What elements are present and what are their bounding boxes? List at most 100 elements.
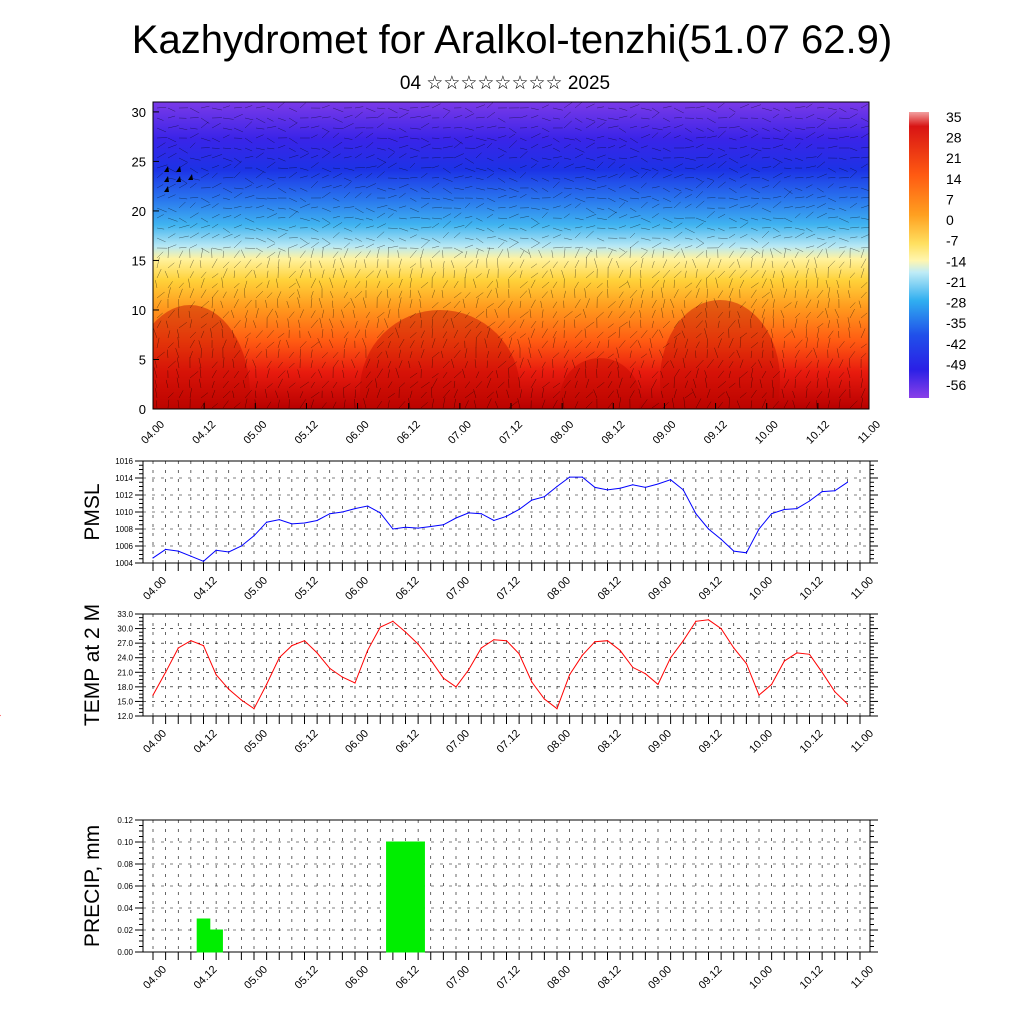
wind-barb — [783, 116, 793, 119]
wind-barb — [860, 312, 868, 319]
series-point — [581, 476, 583, 478]
wind-barb — [165, 379, 169, 389]
wind-barb — [255, 282, 263, 289]
wind-barb — [398, 401, 406, 409]
wind-barb — [750, 147, 762, 152]
wind-barb — [277, 127, 286, 132]
wind-barb — [616, 260, 620, 269]
wind-barb — [167, 330, 171, 339]
wind-barb — [706, 177, 714, 181]
wind-barb — [154, 379, 158, 389]
wind-barb — [528, 288, 532, 299]
wind-barb — [419, 299, 422, 309]
wind-barb — [464, 260, 473, 269]
wind-barb — [156, 184, 164, 189]
wind-barb — [255, 381, 258, 389]
wind-barb — [310, 181, 319, 189]
wind-barb — [189, 271, 194, 279]
wind-barb — [550, 269, 554, 279]
wind-barb — [508, 213, 519, 219]
wind-barb — [277, 259, 280, 269]
wind-barb — [244, 299, 252, 309]
wind-barb — [395, 367, 400, 379]
wind-barb — [507, 248, 510, 259]
wind-barb — [376, 112, 385, 119]
x-tick-label: 07.00 — [444, 964, 472, 992]
wind-barb — [662, 247, 674, 251]
wind-barb — [354, 223, 361, 229]
wind-barb — [629, 298, 633, 309]
wind-barb — [188, 278, 191, 289]
wind-barb — [365, 107, 376, 113]
wind-barb — [310, 319, 319, 329]
wind-barb — [277, 247, 286, 252]
series-point — [505, 640, 508, 642]
x-tick-label: 07.12 — [495, 728, 523, 756]
series-point — [404, 631, 407, 633]
series-point — [379, 626, 381, 628]
x-tick-label: 07.12 — [495, 575, 523, 603]
wind-barb — [431, 289, 436, 299]
wind-barb — [585, 207, 595, 214]
wind-barb — [486, 289, 492, 299]
wind-barb — [464, 244, 474, 249]
wind-barb — [651, 371, 659, 379]
wind-barb — [288, 292, 295, 299]
wind-barb — [728, 361, 734, 369]
wind-barb — [244, 280, 248, 289]
wind-barb — [453, 329, 459, 339]
wind-barb — [849, 226, 860, 229]
wind-barb — [736, 349, 741, 359]
wind-barb — [343, 301, 350, 309]
wind-barb — [464, 237, 474, 241]
wind-barb — [717, 214, 726, 219]
x-tick-label: 07.00 — [446, 419, 474, 447]
wind-barb — [211, 214, 220, 219]
wind-barb — [813, 347, 818, 359]
wind-barb — [255, 197, 267, 200]
wind-barb — [805, 193, 814, 199]
wind-barb — [156, 194, 166, 199]
wind-barb — [266, 182, 276, 189]
series-point — [392, 528, 394, 530]
wind-barb — [244, 121, 253, 129]
wind-barb — [849, 216, 861, 219]
wind-barb — [552, 205, 561, 209]
wind-barb — [750, 298, 758, 309]
wind-barb — [739, 173, 749, 179]
wind-barb — [530, 388, 533, 399]
wind-barb — [618, 202, 626, 209]
colorbar-label: -49 — [946, 356, 966, 372]
wind-barb — [233, 371, 240, 379]
wind-barb — [761, 399, 767, 409]
wind-barb — [321, 361, 326, 369]
wind-barb — [673, 389, 677, 399]
wind-barb — [409, 176, 418, 179]
wind-barb — [299, 197, 307, 203]
wind-barb — [354, 269, 361, 279]
wind-barb — [431, 358, 433, 369]
wind-barb — [473, 400, 477, 409]
wind-barb — [574, 197, 586, 203]
wind-barb — [563, 203, 572, 209]
wind-barb — [200, 154, 212, 159]
wind-barb — [750, 332, 758, 339]
wind-barb — [750, 127, 758, 132]
wind-barb — [618, 115, 628, 119]
wind-barb — [189, 288, 195, 299]
wind-barb — [475, 217, 483, 222]
wind-barb — [211, 233, 220, 239]
wind-barb — [220, 300, 224, 309]
wind-barb — [233, 127, 244, 133]
y-tick-label: 0.00 — [117, 948, 133, 957]
y-tick-label: 33.0 — [117, 610, 133, 619]
series-point — [493, 519, 495, 522]
wind-barb — [651, 127, 663, 131]
wind-barb — [673, 231, 683, 239]
wind-barb — [178, 217, 187, 223]
wind-barb — [244, 227, 256, 231]
wind-barb — [847, 290, 851, 299]
series-point — [202, 560, 205, 562]
wind-barb — [739, 205, 751, 209]
wind-barb — [199, 367, 202, 379]
